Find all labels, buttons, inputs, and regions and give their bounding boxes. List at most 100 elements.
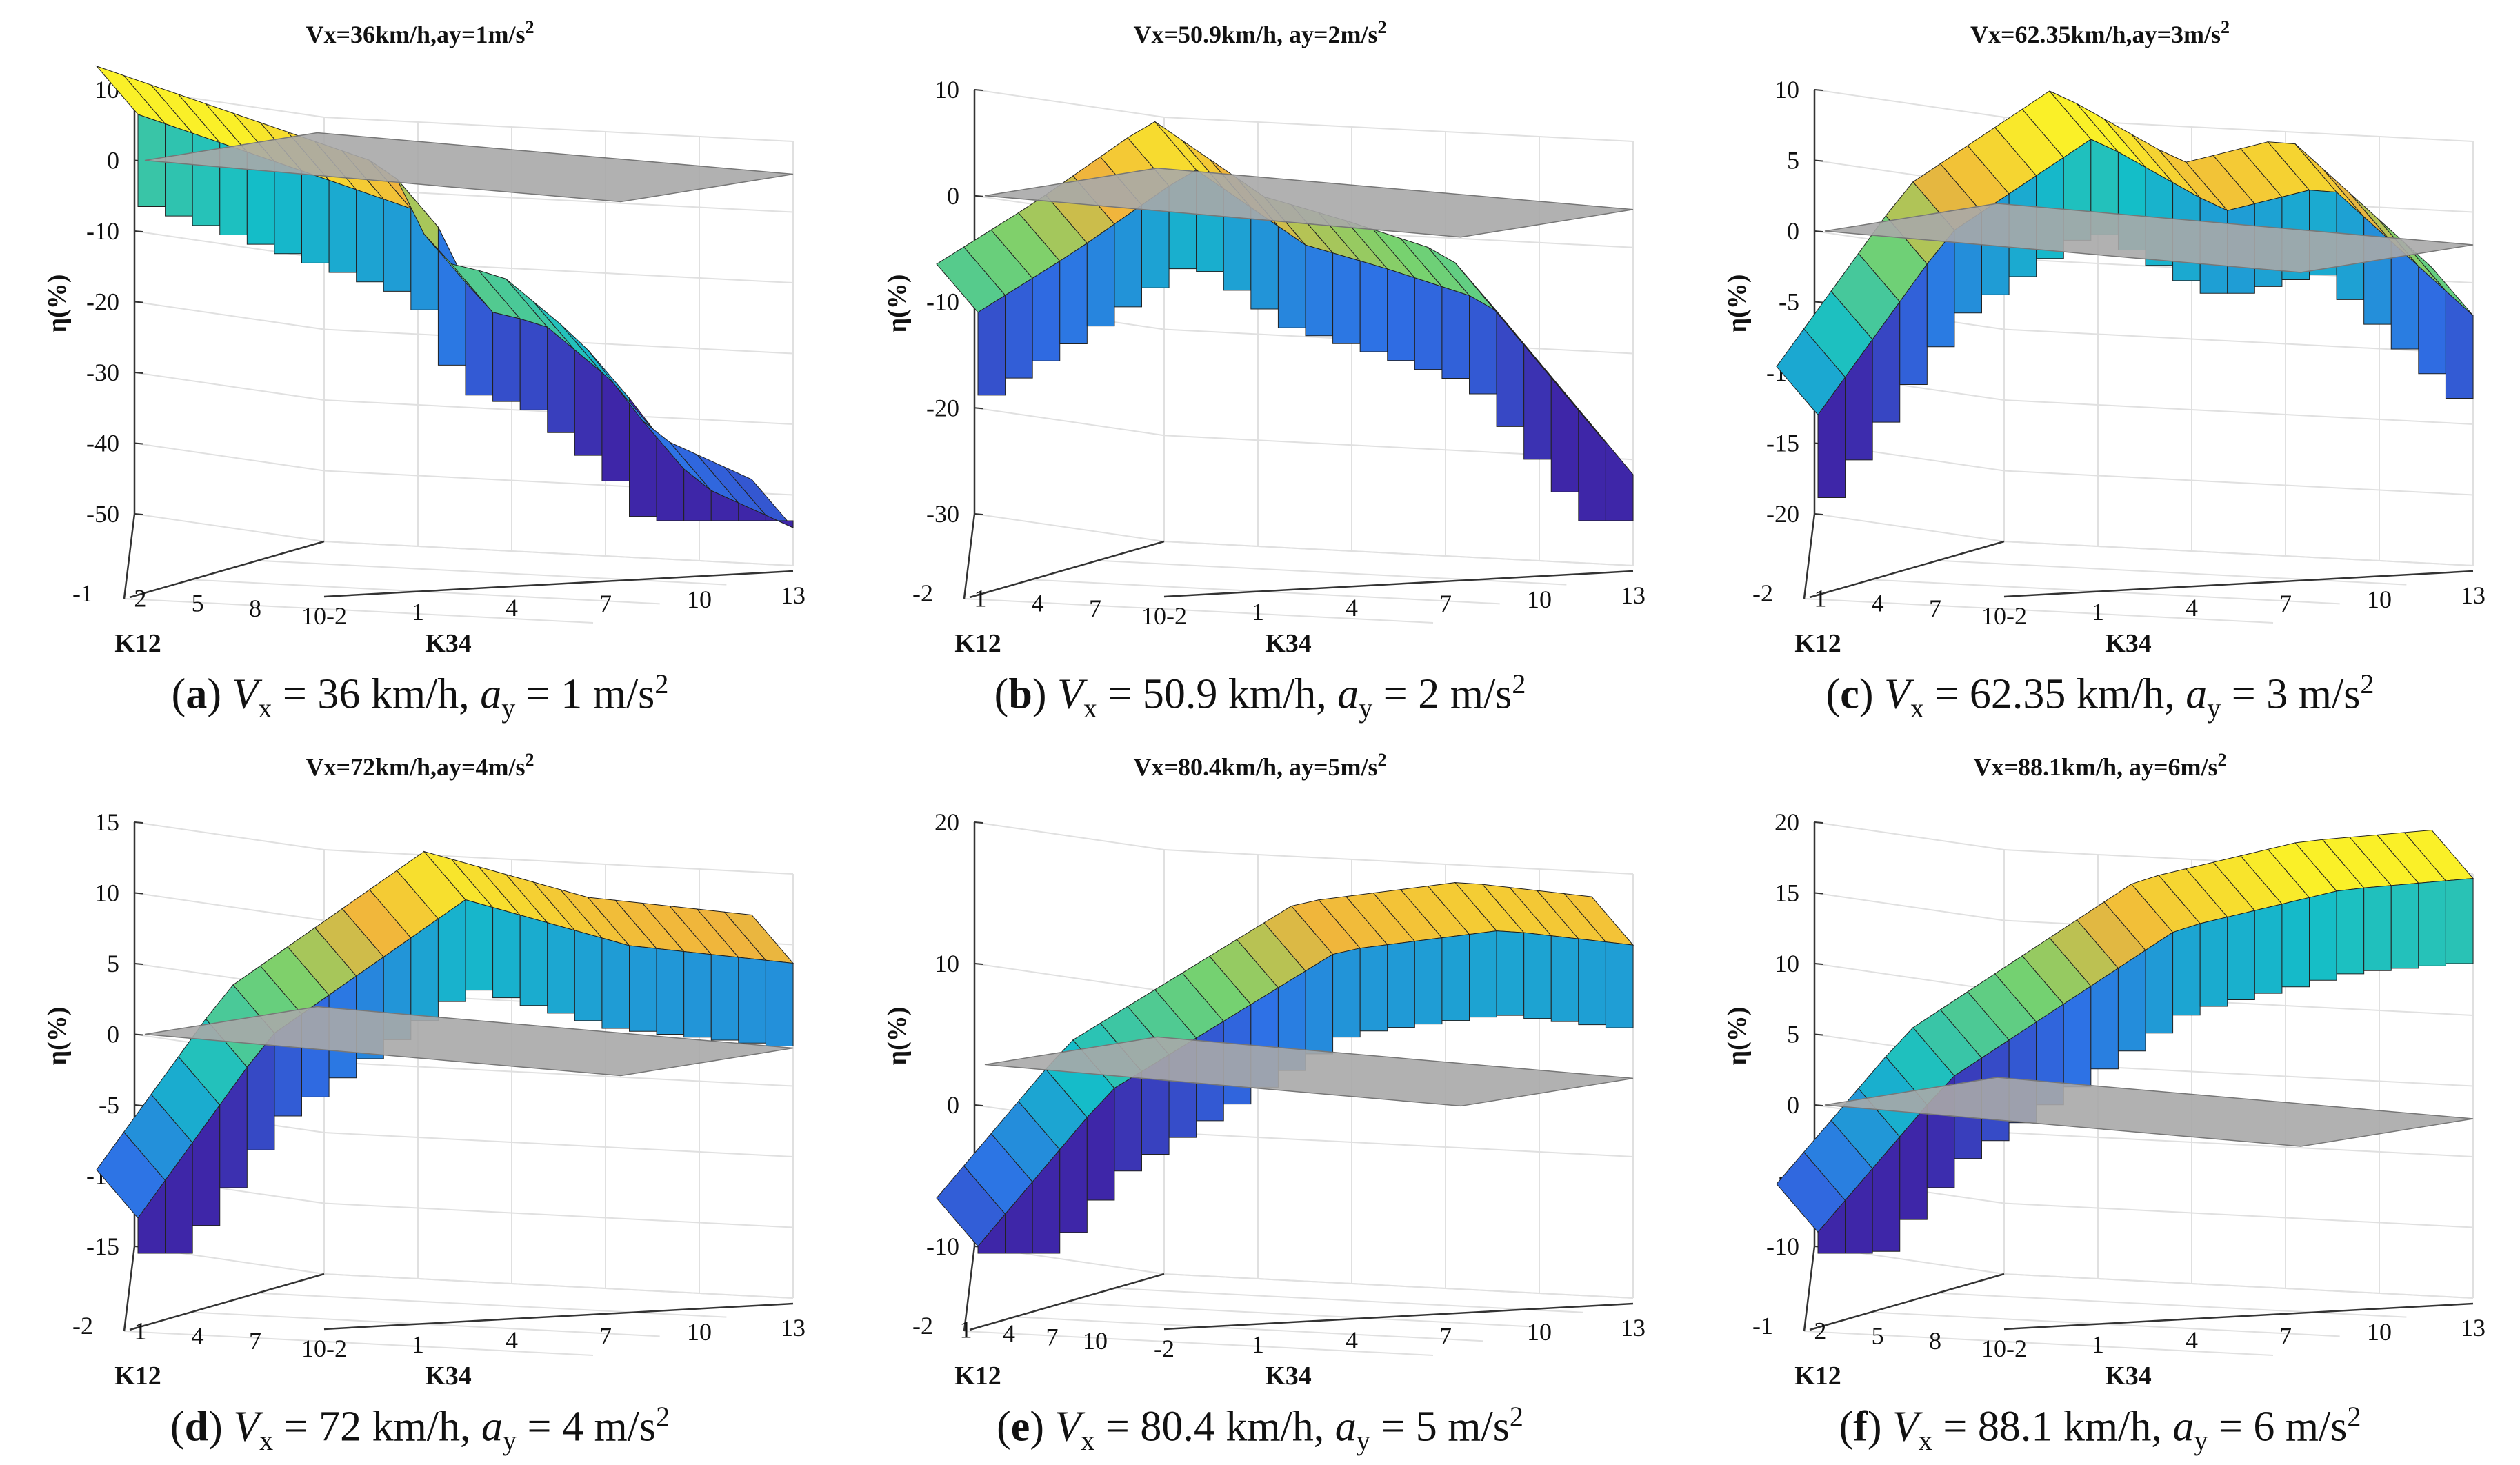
k12-tick-label: 10 <box>1083 1327 1108 1355</box>
k12-tick-label: 4 <box>192 1322 204 1350</box>
k12-axis-label: K12 <box>954 1362 1001 1391</box>
z-axis-label: η(%) <box>1723 1007 1752 1066</box>
reference-plane-z0 <box>984 1036 1634 1107</box>
surface-skirt <box>574 930 603 1021</box>
surface-skirt <box>2227 910 2255 1001</box>
surface-skirt <box>1032 260 1061 361</box>
caption-ay-sup: 2 <box>656 1401 670 1432</box>
z-tick-label: 10 <box>94 879 119 907</box>
z-tick-label: -10 <box>926 1233 959 1260</box>
caption-vx-value: 72 km/h <box>319 1403 461 1451</box>
surface-skirt <box>383 198 412 292</box>
k12-tick-label: 7 <box>1089 595 1101 622</box>
surface-skirt <box>1872 300 1901 423</box>
surface-skirt <box>492 906 521 999</box>
k12-axis-label: K12 <box>114 1362 161 1391</box>
k12-tick-label: 1 <box>134 1317 146 1344</box>
z-tick-mark <box>134 230 143 232</box>
z-tick-mark <box>134 372 143 374</box>
surface-skirt <box>1845 338 1873 461</box>
z-tick-mark <box>1814 821 1823 824</box>
surface-skirt <box>492 312 521 402</box>
surface-skirt <box>165 123 193 217</box>
surface-skirt <box>629 945 657 1032</box>
surface-skirt <box>1550 935 1579 1022</box>
caption-ay-symbol: a <box>481 1403 503 1451</box>
caption-ay-sup: 2 <box>654 668 669 699</box>
k34-tick-label: 10 <box>1527 1318 1552 1346</box>
surface-skirt <box>2309 890 2337 981</box>
plot-title-superscript: 2 <box>526 750 534 770</box>
surface-skirt <box>1872 1135 1901 1252</box>
k34-axis-label: K34 <box>425 1362 472 1391</box>
surface-skirt <box>1469 930 1497 1018</box>
surface-skirt <box>765 515 794 528</box>
surface-skirt <box>2199 916 2228 1007</box>
k12-tick-label: 4 <box>1003 1319 1015 1347</box>
surface-plot: Vx=80.4km/h, ay=5m/s2 20 10 0 -10 -2 1 4 7 10 -2 1 4… <box>883 750 1646 1391</box>
surface-skirt <box>2445 290 2474 399</box>
z-tick-mark <box>1814 1104 1823 1106</box>
surface-skirt <box>656 948 685 1035</box>
k34-tick-label: 7 <box>599 1322 612 1350</box>
surface-skirt <box>1414 277 1443 370</box>
k34-tick-label: 1 <box>2092 598 2104 626</box>
z-tick-label: -15 <box>1766 430 1799 457</box>
surface-skirt <box>2090 967 2119 1070</box>
surface-plot: Vx=88.1km/h, ay=6m/s220151050-5-10-12581… <box>1723 750 2486 1391</box>
z-axis-label: η(%) <box>883 275 912 333</box>
plot-title: Vx=50.9km/h, ay=2m/s2 <box>1133 17 1386 48</box>
z-tick-label: 0 <box>947 182 959 210</box>
k12-tick-label: 7 <box>249 1327 261 1355</box>
caption-ay-sub: y <box>2194 1425 2208 1457</box>
surface-skirt <box>1605 441 1634 521</box>
caption-vx-symbol: V <box>232 670 259 718</box>
z-tick-label: 10 <box>1774 950 1799 977</box>
surface-skirt <box>1332 948 1361 1038</box>
k34-tick-label: 10 <box>687 586 712 613</box>
z-tick-label: -20 <box>1766 500 1799 528</box>
k34-tick-label: 13 <box>781 1314 806 1342</box>
surface-skirt <box>1059 242 1088 344</box>
caption-vx-sub: x <box>259 1425 274 1457</box>
caption-ay-sup: 2 <box>2347 1401 2361 1432</box>
reference-plane-z0 <box>144 132 794 203</box>
k12-tick-label: 5 <box>1872 1322 1884 1350</box>
surface-skirt <box>738 957 766 1044</box>
z-axis-label: η(%) <box>883 1007 912 1066</box>
z-tick-mark <box>1814 892 1823 895</box>
caption-ay-value: 4 m/s <box>561 1403 657 1451</box>
caption-vx-sub: x <box>1918 1425 1932 1457</box>
surface-skirt <box>1305 953 1334 1055</box>
caption-vx-sub: x <box>258 692 272 724</box>
surface-skirt <box>437 227 466 366</box>
k34-tick-label: 13 <box>1621 1314 1646 1342</box>
plot-title: Vx=88.1km/h, ay=6m/s2 <box>1973 750 2226 781</box>
caption-ay-sub: y <box>1359 692 1373 724</box>
z-tick-label: -5 <box>1779 288 1799 316</box>
panel-c: Vx=62.35km/h,ay=3m/s21050-5-10-15-20-214… <box>1680 0 2520 732</box>
z-tick-mark <box>134 1104 143 1106</box>
surface-skirt <box>1845 1167 1873 1254</box>
surface-skirt <box>1441 934 1470 1021</box>
caption-ay-sub: y <box>501 692 516 724</box>
k12-tick-label: 8 <box>249 595 261 622</box>
plot-title-superscript: 2 <box>1378 750 1387 770</box>
k34-tick-label: 10 <box>2367 586 2392 613</box>
plot-title-superscript: 2 <box>526 17 534 37</box>
caption-vx-value: 88.1 km/h <box>1977 1403 2152 1451</box>
surface-skirt <box>1387 268 1415 361</box>
z-tick-label: 5 <box>1787 147 1799 175</box>
surface-skirt <box>2418 880 2446 966</box>
panel-a: Vx=36km/h,ay=1m/s2 10 0 -10 -20 -30 -40 -50 -1 2 5… <box>0 0 840 732</box>
z-tick-label: -10 <box>926 288 959 316</box>
k34-axis-label: K34 <box>2105 629 2152 658</box>
surface-skirt <box>1469 295 1497 395</box>
surface-skirt <box>765 959 794 1046</box>
surface-skirt <box>1523 932 1552 1019</box>
k12-tick-label: -2 <box>72 1312 93 1339</box>
k12-tick-label: -1 <box>72 579 93 607</box>
caption-vx-value: 80.4 km/h <box>1140 1403 1314 1451</box>
z-tick-label: 20 <box>934 808 959 836</box>
z-tick-mark <box>134 892 143 895</box>
